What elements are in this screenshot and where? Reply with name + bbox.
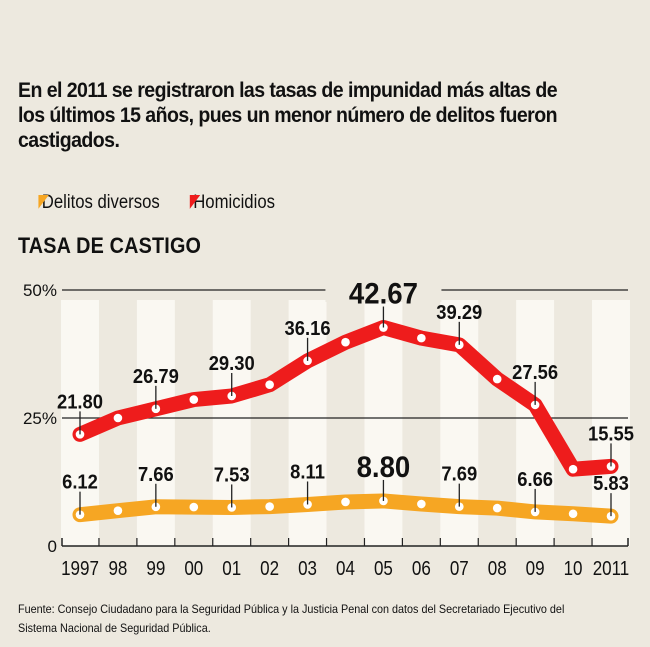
x-tick-label: 00	[184, 557, 203, 580]
legend-swatch-homicidios	[189, 195, 201, 209]
x-tick-label: 08	[488, 557, 507, 580]
legend-label: Homicidios	[193, 192, 275, 213]
x-tick-label: 10	[564, 557, 583, 580]
x-tick-label: 09	[526, 557, 545, 580]
data-point	[341, 337, 350, 347]
x-tick-label: 04	[336, 557, 355, 580]
y-tick-label: 0	[48, 537, 57, 556]
data-label: 7.53	[214, 465, 250, 487]
x-tick-label: 02	[260, 557, 279, 580]
x-tick-label: 06	[412, 557, 431, 580]
data-label: 27.56	[512, 362, 558, 384]
data-point	[151, 502, 161, 512]
data-label: 26.79	[133, 366, 179, 388]
data-point	[606, 462, 616, 471]
x-tick-label: 2011	[593, 557, 630, 580]
data-label: 36.16	[285, 318, 331, 340]
data-label: 39.29	[436, 302, 482, 324]
data-label: 29.30	[209, 353, 255, 375]
data-label: 5.83	[593, 473, 629, 495]
data-label: 7.66	[138, 464, 174, 486]
data-label: 6.12	[62, 472, 98, 494]
data-point	[417, 499, 426, 509]
data-label: 7.69	[441, 464, 477, 486]
data-label: 6.66	[517, 469, 553, 491]
data-point	[530, 400, 540, 410]
data-point	[492, 503, 502, 513]
y-tick-label: 50%	[23, 281, 57, 300]
y-tick-label: 25%	[23, 409, 57, 428]
legend-item-homicidios: Homicidios	[189, 192, 275, 214]
x-tick-label: 03	[298, 557, 317, 580]
data-label: 42.67	[349, 278, 418, 311]
data-point	[113, 506, 123, 515]
data-point	[189, 502, 199, 512]
data-label: 8.80	[357, 451, 411, 484]
data-point	[265, 502, 274, 511]
chart-title: TASA DE CASTIGO	[18, 233, 202, 258]
data-point	[341, 497, 350, 507]
data-point	[492, 374, 502, 384]
data-point	[530, 507, 540, 517]
data-point	[75, 430, 85, 439]
headline: En el 2011 se registraron las tasas de i…	[18, 79, 558, 152]
data-point	[265, 380, 274, 390]
data-point	[189, 395, 199, 404]
legend-label: Delitos diversos	[41, 192, 160, 213]
data-point	[303, 356, 312, 366]
x-tick-label: 01	[222, 557, 241, 580]
data-point	[113, 413, 123, 423]
data-point	[568, 509, 578, 519]
data-label: 21.80	[57, 392, 103, 414]
x-tick-label: 1997	[61, 557, 99, 580]
legend-swatch-delitos-diversos	[38, 195, 49, 209]
chart-legend: Delitos diversos Homicidios	[38, 192, 275, 214]
source-footnote: Fuente: Consejo Ciudadano para la Seguri…	[18, 602, 565, 635]
data-label: 15.55	[588, 424, 634, 446]
peak-label-bg	[325, 280, 442, 302]
x-tick-label: 98	[108, 557, 127, 580]
x-tick-label: 07	[450, 557, 469, 580]
data-point	[379, 496, 388, 506]
data-point	[417, 333, 426, 343]
x-tick-label: 05	[374, 557, 393, 580]
data-point	[568, 464, 578, 474]
x-tick-label: 99	[146, 557, 165, 580]
legend-item-delitos-diversos: Delitos diversos	[38, 192, 160, 214]
data-label: 8.11	[290, 462, 325, 484]
